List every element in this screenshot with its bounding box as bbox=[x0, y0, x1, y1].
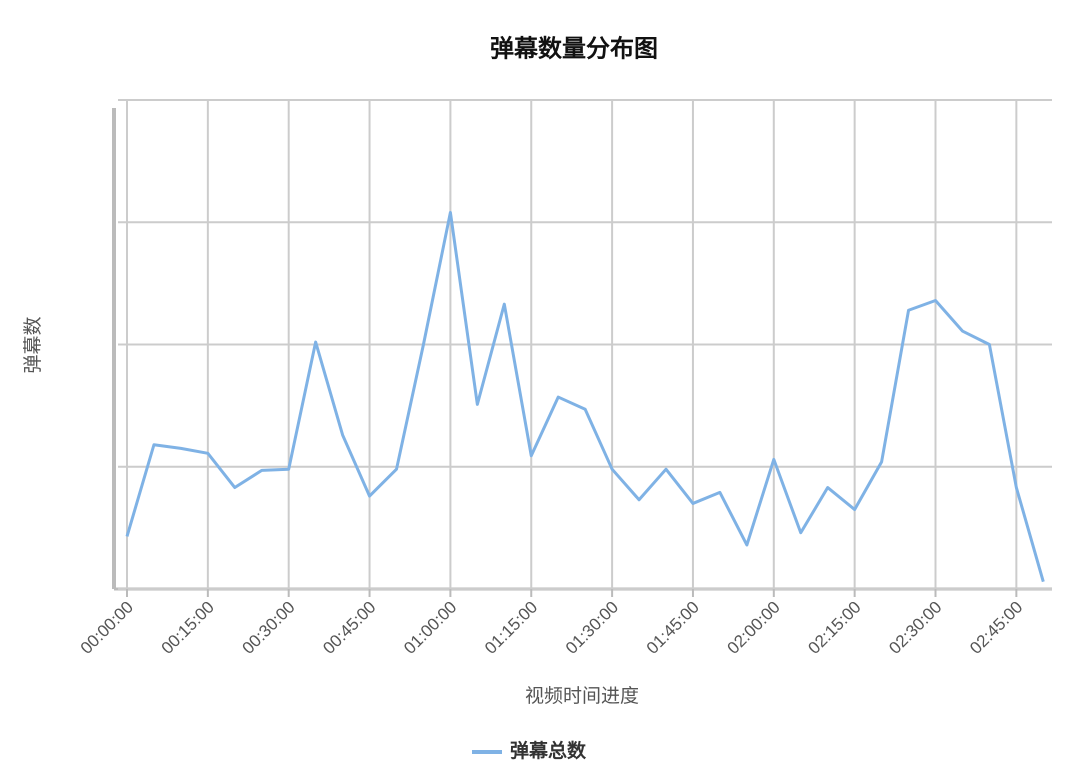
x-tick-label: 01:00:00 bbox=[400, 598, 460, 658]
legend-label: 弹幕总数 bbox=[510, 739, 587, 762]
x-tick-label: 02:15:00 bbox=[804, 598, 864, 658]
y-axis-label: 弹幕数 bbox=[22, 316, 44, 373]
chart-title: 弹幕数量分布图 bbox=[490, 34, 658, 62]
x-tick-label: 02:30:00 bbox=[885, 598, 945, 658]
x-tick-label: 01:30:00 bbox=[562, 598, 622, 658]
x-tick-label: 00:30:00 bbox=[238, 598, 298, 658]
line-series bbox=[125, 210, 1045, 583]
x-tick-label: 00:00:00 bbox=[77, 598, 137, 658]
x-tick-label: 01:45:00 bbox=[643, 598, 703, 658]
x-tick-label: 00:45:00 bbox=[319, 598, 379, 658]
x-tick-label: 02:45:00 bbox=[966, 598, 1026, 658]
x-tick-label: 02:00:00 bbox=[724, 598, 784, 658]
x-tick-label: 00:15:00 bbox=[158, 598, 218, 658]
x-tick-label: 01:15:00 bbox=[481, 598, 541, 658]
x-axis-label: 视频时间进度 bbox=[525, 685, 639, 707]
